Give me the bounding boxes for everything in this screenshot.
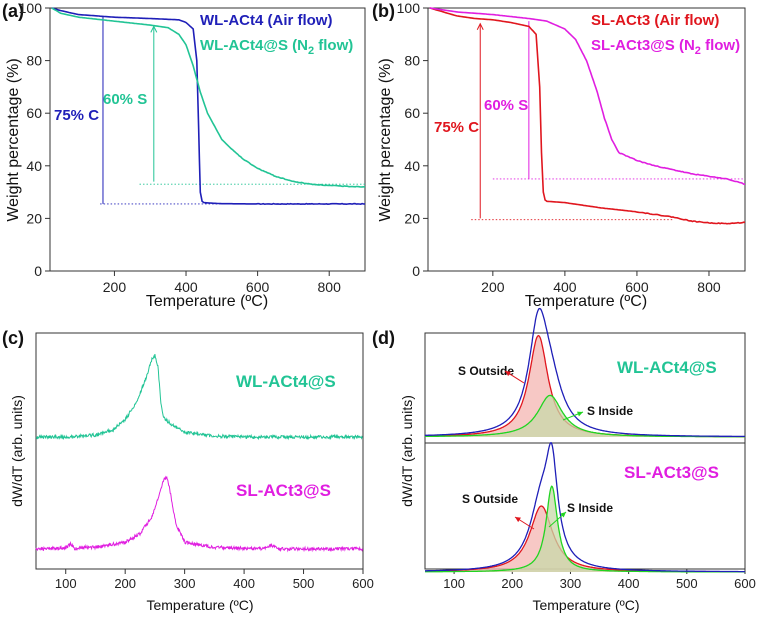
x-tick-label: 400: [553, 279, 577, 295]
x-tick-label: 200: [103, 279, 127, 295]
panel-c-xlabel: Temperature (ºC): [146, 597, 253, 613]
panel-c: (c) 100 200 300 400 500 600 Temperature (ºC) …: [2, 328, 374, 613]
panel-a-frame: [49, 7, 366, 272]
y-tick-label: 40: [404, 158, 420, 174]
y-tick-label: 60: [26, 105, 42, 121]
panel-d: (d) 100 200 300 400 500 600 Temperature (ºC) …: [372, 307, 756, 613]
x-tick-label: 300: [560, 576, 582, 591]
panel-c-lines: [35, 354, 363, 553]
panel-d-s-outside-1: S Outside: [458, 364, 514, 378]
panel-a-label: (a): [2, 1, 24, 21]
panel-b-xlabel: Temperature (ºC): [525, 293, 647, 310]
panel-b-x-ticks: 200 400 600 800: [481, 271, 721, 295]
panel-a-x-ticks: 200 400 600 800: [103, 271, 341, 295]
panel-d-s-outside-2: S Outside: [462, 492, 518, 506]
panel-b-ylabel: Weight percentage (%): [377, 58, 394, 221]
panel-b-guides: [471, 21, 745, 221]
x-tick-label: 600: [734, 576, 756, 591]
dtg-line-1: [35, 354, 363, 441]
panel-d-label: (d): [372, 328, 395, 348]
panel-b-frame: [427, 7, 746, 272]
panel-c-ylabel: dW/dT (arb. units): [9, 395, 25, 507]
y-tick-label: 80: [26, 53, 42, 69]
panel-c-label-sl: SL-ACt3@S: [236, 481, 331, 500]
x-tick-label: 200: [481, 279, 505, 295]
panel-a-legend-1: WL-ACt4 (Air flow): [200, 12, 332, 29]
panel-a-lines: [51, 7, 366, 206]
series-line-1: [429, 7, 746, 225]
envelope-line-1: [425, 307, 745, 438]
series-line-1: [51, 7, 366, 206]
panel-c-x-ticks: 100 200 300 400 500 600: [55, 569, 374, 591]
y-tick-label: 100: [397, 0, 421, 16]
panel-d-curves: [425, 307, 746, 573]
y-tick-label: 40: [26, 158, 42, 174]
panel-b-label: (b): [372, 1, 395, 21]
x-tick-label: 100: [443, 576, 465, 591]
y-tick-label: 80: [404, 53, 420, 69]
x-tick-label: 400: [233, 576, 255, 591]
x-tick-label: 600: [246, 279, 270, 295]
panel-d-sample-sl: SL-ACt3@S: [624, 463, 719, 482]
arrow-outside-2-head: [515, 517, 521, 523]
x-tick-label: 800: [697, 279, 721, 295]
panel-b-legend-2: SL-ACt3@S (N2 flow): [591, 37, 740, 57]
panel-a-legend-2: WL-ACt4@S (N2 flow): [200, 37, 353, 57]
arrow-inside-1-head: [577, 411, 583, 417]
x-tick-label: 500: [293, 576, 315, 591]
x-tick-label: 200: [501, 576, 523, 591]
y-tick-label: 20: [404, 210, 420, 226]
panel-a-ylabel: Weight percentage (%): [5, 58, 22, 221]
arrow-outside-1-head: [505, 371, 511, 377]
panel-c-label: (c): [2, 328, 24, 348]
x-tick-label: 600: [625, 279, 649, 295]
panel-c-label-wl: WL-ACt4@S: [236, 372, 336, 391]
series-line-2: [51, 7, 365, 188]
panel-d-ylabel: dW/dT (arb. units): [399, 395, 415, 507]
panel-b-annotation-carbon: 75% C: [434, 119, 479, 136]
panel-a-annotation-carbon: 75% C: [54, 107, 99, 124]
panel-d-s-inside-2: S Inside: [567, 501, 613, 515]
panel-a-y-ticks: 0 20 40 60 80 100: [19, 0, 50, 279]
panel-c-frame: [35, 332, 364, 570]
arrow-head-carbon: [476, 22, 484, 31]
panel-b-lines: [429, 7, 746, 225]
dtg-line-2: [35, 475, 363, 553]
peak-line-1-1: [425, 334, 745, 438]
x-tick-label: 100: [55, 576, 77, 591]
panel-b: (b) 0 20 40 60 80 100 200 400 600 800 Temperatur…: [372, 0, 746, 310]
x-tick-label: 600: [352, 576, 374, 591]
panel-d-sample-wl: WL-ACt4@S: [617, 358, 717, 377]
y-tick-label: 0: [34, 263, 42, 279]
arrow-inside-2-head: [560, 512, 566, 518]
x-tick-label: 400: [618, 576, 640, 591]
panel-b-legend-1: SL-ACt3 (Air flow): [591, 12, 719, 29]
panel-a-annotation-sulfur: 60% S: [103, 91, 147, 108]
peak-line-1-2: [425, 394, 746, 438]
envelope-line-2: [425, 442, 745, 573]
x-tick-label: 300: [174, 576, 196, 591]
panel-d-xlabel: Temperature (ºC): [532, 597, 639, 613]
panel-b-y-ticks: 0 20 40 60 80 100: [397, 0, 428, 279]
x-tick-label: 500: [676, 576, 698, 591]
panel-b-annotation-sulfur: 60% S: [484, 97, 528, 114]
y-tick-label: 100: [19, 0, 43, 16]
x-tick-label: 800: [318, 279, 342, 295]
series-line-2: [429, 7, 746, 185]
y-tick-label: 20: [26, 210, 42, 226]
y-tick-label: 60: [404, 105, 420, 121]
panel-a-xlabel: Temperature (ºC): [146, 293, 268, 310]
y-tick-label: 0: [412, 263, 420, 279]
x-tick-label: 200: [114, 576, 136, 591]
panel-d-arrows: [504, 370, 584, 530]
x-tick-label: 400: [174, 279, 198, 295]
peak-fill-1-1: [425, 335, 745, 437]
panel-a: (a) 0 20 40 60 80 100 200 400 600 800 Temperatur…: [2, 0, 366, 310]
panel-d-s-inside-1: S Inside: [587, 404, 633, 418]
panel-d-x-ticks: 100 200 300 400 500 600: [443, 569, 756, 591]
